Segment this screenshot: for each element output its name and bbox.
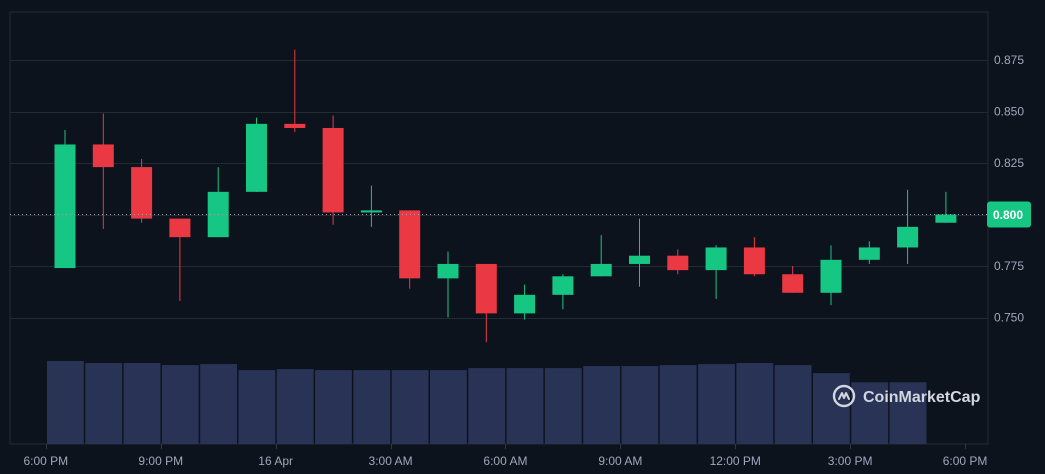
coinmarketcap-logo-icon: [832, 384, 856, 408]
candle: [207, 167, 229, 238]
candle-body: [437, 263, 459, 279]
candle: [858, 241, 880, 264]
candle: [590, 235, 612, 277]
y-tick-label: 0.875: [994, 53, 1024, 67]
candle: [169, 218, 191, 302]
volume-bar: [889, 382, 927, 444]
volume-bar: [200, 364, 237, 444]
candle-body: [590, 263, 612, 277]
volume-bar: [468, 368, 506, 444]
coinmarketcap-watermark: CoinMarketCap: [832, 384, 981, 408]
candle: [360, 185, 382, 227]
candle-body: [935, 214, 957, 223]
volume-bar: [85, 363, 123, 444]
volume-bar: [736, 363, 774, 444]
x-tick-label: 12:00 PM: [710, 454, 761, 468]
candle-body: [92, 144, 114, 168]
volume-bar: [774, 365, 812, 444]
candle-body: [820, 259, 842, 293]
last-price-badge: [987, 201, 1031, 228]
last-price-marker: 0.800: [10, 201, 1031, 228]
candle-body: [360, 210, 382, 213]
volume-bar: [391, 370, 429, 444]
x-tick-label: 9:00 PM: [138, 454, 183, 468]
candle-body: [284, 123, 306, 128]
candle: [514, 284, 536, 320]
y-axis-labels: 0.750 0.775 0.825 0.850 0.875: [994, 53, 1024, 325]
volume-bar: [353, 370, 391, 444]
volume-bar: [698, 364, 735, 444]
volume-bar: [813, 373, 850, 444]
candle: [246, 117, 267, 192]
candle-body: [475, 263, 497, 314]
volume-bars: [47, 361, 927, 444]
volume-bar: [544, 368, 582, 444]
x-tick-label: 6:00 PM: [943, 454, 988, 468]
candle: [935, 191, 957, 223]
candle: [743, 237, 765, 277]
candle: [820, 245, 842, 306]
candle-body: [514, 294, 536, 314]
y-tick-label: 0.775: [994, 259, 1024, 273]
volume-bar: [315, 370, 352, 444]
candle-body: [131, 167, 153, 219]
candle-body: [705, 247, 727, 271]
x-tick-label: 9:00 AM: [598, 454, 642, 468]
candle: [629, 218, 650, 287]
candle-body: [552, 276, 574, 295]
x-tick-label: 3:00 PM: [828, 454, 873, 468]
candle-body: [246, 123, 267, 192]
candle-body: [667, 255, 689, 271]
candle: [705, 245, 727, 299]
candle: [131, 158, 153, 223]
candle: [475, 263, 497, 343]
x-tick-label: 6:00 PM: [23, 454, 68, 468]
last-price-label: 0.800: [993, 208, 1023, 222]
candle-body: [629, 255, 650, 264]
watermark-text: CoinMarketCap: [863, 389, 981, 406]
candle: [284, 49, 306, 133]
candle: [897, 189, 919, 264]
volume-bar: [851, 382, 889, 444]
x-axis-labels: 6:00 PM 9:00 PM 16 Apr 3:00 AM 6:00 AM 9:00 A…: [23, 454, 987, 468]
candle-body: [897, 226, 919, 248]
volume-bar: [506, 368, 544, 444]
candle-body: [858, 247, 880, 260]
candle-body: [54, 144, 76, 269]
volume-bar: [161, 365, 199, 444]
candle-body: [743, 247, 765, 275]
candle-body: [322, 127, 344, 213]
x-tick-label: 16 Apr: [258, 454, 293, 468]
volume-bar: [238, 370, 276, 444]
volume-bar: [621, 366, 659, 444]
candle: [54, 130, 76, 269]
candle: [322, 115, 344, 225]
y-tick-label: 0.750: [994, 311, 1024, 325]
candle-body: [169, 218, 191, 238]
x-tick-label: 6:00 AM: [483, 454, 527, 468]
y-tick-label: 0.850: [994, 105, 1024, 119]
volume-bar: [659, 365, 697, 444]
candle: [437, 251, 459, 318]
candle: [667, 249, 689, 275]
volume-bar: [430, 370, 467, 444]
candle: [552, 274, 574, 310]
candle-body: [782, 274, 804, 293]
volume-bar: [276, 369, 314, 444]
volume-bar: [583, 366, 620, 444]
candles: [54, 49, 957, 343]
volume-bar: [123, 363, 161, 444]
volume-bar: [47, 361, 84, 444]
candle: [782, 266, 804, 293]
candle: [92, 113, 114, 229]
y-tick-label: 0.825: [994, 156, 1024, 170]
x-tick-label: 3:00 AM: [369, 454, 413, 468]
candle: [399, 210, 421, 289]
candle-body: [399, 210, 421, 279]
